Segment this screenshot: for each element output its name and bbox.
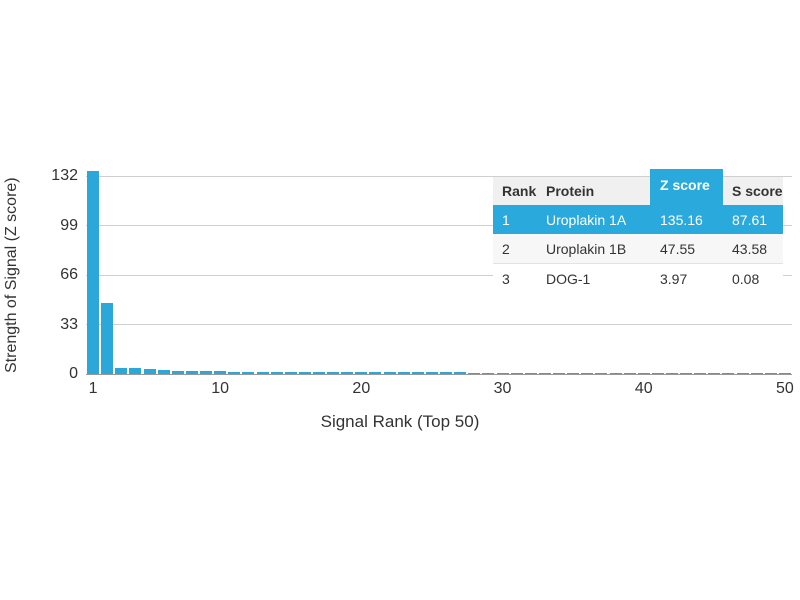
bar-rank-33[interactable] [538,372,551,374]
bar-rank-49[interactable] [764,372,777,374]
bar-rank-27[interactable] [454,372,467,374]
plot-area [86,170,792,375]
protein-cell: Uroplakin 1A [546,211,627,228]
rank-cell: 1 [502,211,510,228]
table-row-rank-2[interactable]: 2 Uroplakin 1B 47.55 43.58 [493,234,783,264]
y-axis-tick-labels: 0 33 66 99 132 [0,167,78,382]
bar-rank-31[interactable] [510,372,523,374]
bar-rank-22[interactable] [383,372,396,374]
z-score-cell: 47.55 [660,240,696,257]
bar-rank-40[interactable] [637,372,650,374]
bar-rank-14[interactable] [270,371,283,374]
bar-rank-50[interactable] [778,372,791,374]
bar-rank-23[interactable] [397,372,410,374]
table-row-rank-1[interactable]: 1 Uroplakin 1A 135.16 87.61 [493,205,783,234]
x-axis-tick-labels: 1 10 20 30 40 50 [86,380,794,400]
bar-rank-9[interactable] [200,371,213,374]
gridline-99 [86,225,792,226]
bar-rank-24[interactable] [411,372,424,374]
score-table-body: 1 Uroplakin 1A 135.16 87.61 2 Uroplakin 1B 47.… [493,205,783,293]
bar-rank-8[interactable] [185,371,198,374]
column-header-z-score[interactable]: Z score [650,169,723,205]
bar-rank-20[interactable] [355,372,368,374]
y-tick-label-66: 66 [60,266,78,283]
bar-rank-45[interactable] [708,372,721,374]
z-score-cell: 3.97 [660,270,688,287]
bar-rank-2[interactable] [101,302,114,374]
x-tick-label-30: 30 [493,380,512,397]
x-tick-label-40: 40 [634,380,653,397]
rank-cell: 2 [502,240,510,257]
score-table-header: Rank Protein Z score S score [493,169,783,205]
x-tick-label-20: 20 [352,380,371,397]
bar-rank-32[interactable] [524,372,537,374]
gridline-66 [86,274,792,276]
bar-rank-19[interactable] [341,372,354,374]
z-score-cell: 135.16 [660,211,703,228]
bar-rank-12[interactable] [242,371,255,374]
y-tick-label-33: 33 [60,315,78,333]
rank-cell: 3 [502,270,510,287]
bar-rank-47[interactable] [736,372,749,374]
bar-rank-29[interactable] [482,372,495,374]
bar-rank-39[interactable] [623,372,636,374]
bar-rank-41[interactable] [651,372,664,374]
bar-rank-11[interactable] [228,371,241,374]
column-header-protein: Protein [546,183,595,199]
bar-rank-36[interactable] [581,372,594,374]
bar-rank-37[interactable] [595,372,608,374]
bar-rank-5[interactable] [143,369,156,374]
bar-rank-43[interactable] [680,372,693,374]
bar-rank-7[interactable] [171,370,184,374]
x-tick-label-1: 1 [88,380,98,397]
bar-rank-46[interactable] [722,372,735,374]
bar-rank-42[interactable] [665,372,678,374]
s-score-cell: 0.08 [732,270,760,287]
bar-rank-4[interactable] [129,368,142,374]
bar-rank-25[interactable] [425,372,438,374]
x-tick-label-50: 50 [776,380,794,397]
column-header-s-score[interactable]: S score [732,183,783,199]
bar-rank-48[interactable] [750,372,763,374]
s-score-cell: 87.61 [732,211,768,228]
protein-cell: Uroplakin 1B [546,240,627,257]
protein-cell: DOG-1 [546,270,591,287]
bar-rank-10[interactable] [214,371,227,374]
y-tick-label-132: 132 [51,167,78,184]
bar-rank-30[interactable] [496,372,509,374]
bar-rank-17[interactable] [312,372,325,374]
y-tick-label-0: 0 [69,365,78,382]
y-tick-label-99: 99 [60,216,78,234]
table-row-rank-3[interactable]: 3 DOG-1 3.97 0.08 [493,264,783,293]
bar-rank-35[interactable] [567,372,580,374]
bar-rank-21[interactable] [369,372,382,374]
s-score-cell: 43.58 [732,240,768,257]
bar-rank-15[interactable] [284,371,297,374]
x-axis-title: Signal Rank (Top 50) [320,412,480,431]
bar-rank-6[interactable] [157,370,170,374]
gridline-33 [86,324,792,325]
bar-rank-3[interactable] [115,368,128,374]
column-header-rank: Rank [502,183,537,199]
bar-rank-18[interactable] [327,372,340,374]
score-table: Rank Protein Z score S score 1 Uroplakin … [493,169,783,293]
bar-rank-16[interactable] [298,371,311,374]
bar-rank-13[interactable] [256,371,269,374]
bar-rank-34[interactable] [553,372,566,374]
bar-rank-38[interactable] [609,372,622,374]
bar-rank-44[interactable] [694,372,707,374]
x-tick-label-10: 10 [211,380,230,397]
bar-rank-1[interactable] [87,171,100,374]
bar-rank-26[interactable] [440,372,453,374]
gridline-132 [86,175,792,177]
bar-rank-28[interactable] [468,372,481,374]
